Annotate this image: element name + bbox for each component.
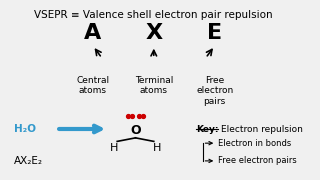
Text: A: A <box>84 23 101 43</box>
Text: H₂O: H₂O <box>13 124 36 134</box>
Text: X: X <box>145 23 162 43</box>
Text: AX₂E₂: AX₂E₂ <box>13 156 43 166</box>
Text: E: E <box>207 23 222 43</box>
Text: H: H <box>153 143 161 154</box>
Text: Terminal
atoms: Terminal atoms <box>135 76 173 95</box>
Text: Electron repulsion: Electron repulsion <box>221 125 303 134</box>
Text: Electron in bonds: Electron in bonds <box>218 139 292 148</box>
Text: O: O <box>130 124 141 137</box>
Text: Central
atoms: Central atoms <box>76 76 109 95</box>
Text: Free
electron
pairs: Free electron pairs <box>196 76 233 106</box>
Text: VSEPR ≡ Valence shell electron pair repulsion: VSEPR ≡ Valence shell electron pair repu… <box>35 10 273 20</box>
Text: Key:: Key: <box>196 125 219 134</box>
Text: Free electron pairs: Free electron pairs <box>218 156 297 165</box>
Text: H: H <box>110 143 118 154</box>
